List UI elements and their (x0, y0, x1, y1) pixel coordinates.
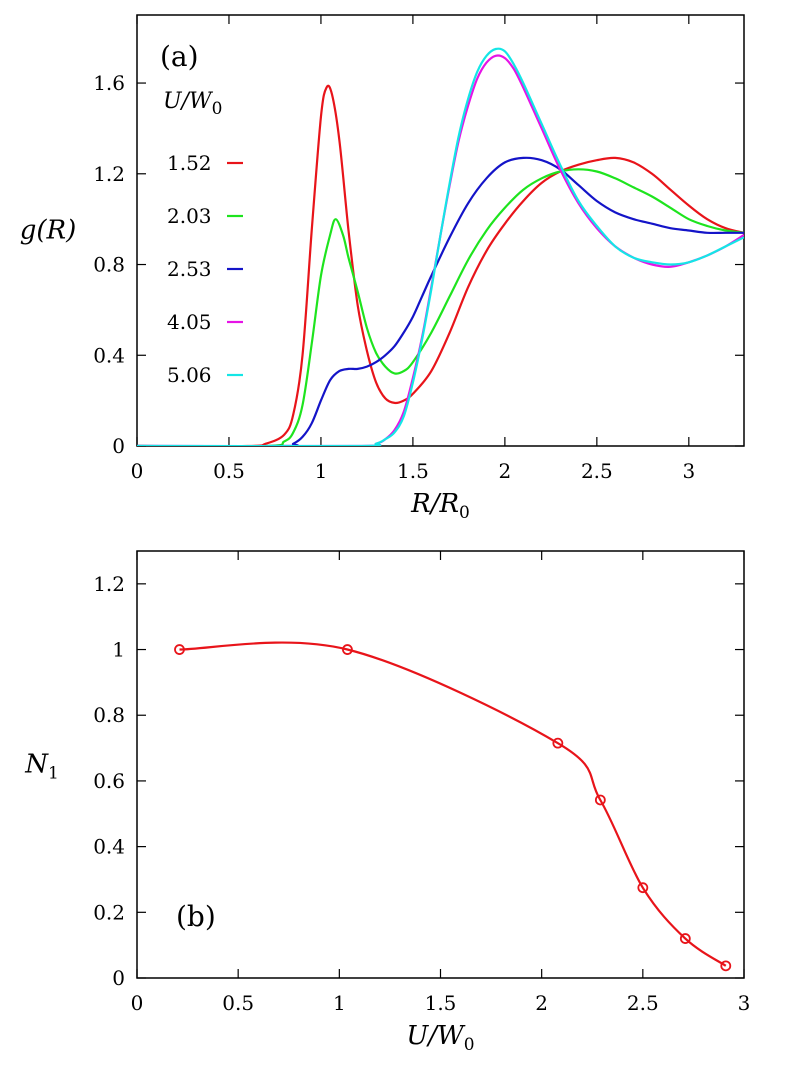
data-point (637, 882, 649, 894)
x-tick-label: 1.5 (425, 991, 457, 1015)
y-tick-label: 0.6 (93, 769, 125, 793)
y-tick-label: 0.2 (93, 900, 125, 924)
legend-title-main: U/W (163, 89, 214, 114)
y-tick-label: 0 (112, 966, 125, 990)
x-axis-label: R/R0 (410, 489, 470, 523)
panel-label: (b) (176, 900, 216, 933)
panel-a-chart: 0 0.5 1 1.5 2 2.5 300.40.81.21.6R/R0g(R)(a)U/W… (20, 14, 745, 523)
x-tick-label: 2 (535, 991, 548, 1015)
y-tick-label: 1.2 (93, 162, 125, 186)
y-axis-label: g(R) (20, 216, 77, 246)
x-axis-label-main: U/W (406, 1021, 466, 1051)
x-tick-label: 3 (682, 459, 695, 483)
legend-label: 2.03 (167, 204, 212, 228)
panel-label: (a) (160, 40, 199, 73)
series-line-2.03 (137, 168, 744, 446)
y-tick-label: 0.8 (93, 253, 125, 277)
x-tick-label: 0.5 (222, 991, 254, 1015)
series-line-N1 (179, 641, 727, 967)
x-tick-label: 1 (315, 459, 328, 483)
y-tick-label: 0.8 (93, 703, 125, 727)
y-tick-label: 1 (112, 638, 125, 662)
legend-label: 4.05 (167, 310, 212, 334)
legend-label: 1.52 (167, 151, 212, 175)
series-line-1.52 (137, 84, 744, 446)
x-axis-label-subscript: 0 (459, 503, 470, 523)
x-tick-label: 0.5 (213, 459, 245, 483)
x-tick-label: 2 (499, 459, 512, 483)
x-tick-label: 1 (333, 991, 346, 1015)
legend-label: 2.53 (167, 257, 212, 281)
data-point (594, 794, 606, 806)
legend-label: 5.06 (167, 363, 212, 387)
legend-title: U/W0 (163, 89, 222, 119)
data-point (679, 933, 691, 944)
legend-title-subscript: 0 (212, 99, 223, 119)
y-axis-label-main: N (24, 750, 49, 780)
plot-frame (136, 14, 745, 447)
y-axis-label: N1 (24, 750, 59, 784)
y-axis-label-main: g(R) (20, 216, 77, 246)
plot-frame (136, 550, 745, 979)
y-tick-label: 0.4 (93, 835, 125, 859)
y-tick-label: 0.4 (93, 343, 125, 367)
data-point (174, 644, 185, 655)
series-line-4.05 (137, 54, 744, 446)
x-tick-label: 2.5 (627, 991, 659, 1015)
data-point (342, 644, 353, 655)
x-tick-label: 0 (131, 991, 144, 1015)
x-tick-label: 1.5 (397, 459, 429, 483)
x-axis-label-main: R/R (410, 489, 459, 519)
x-tick-label: 3 (738, 991, 751, 1015)
x-tick-label: 2.5 (581, 459, 613, 483)
series-line-5.06 (137, 47, 744, 446)
data-point (552, 737, 564, 749)
x-axis-label: U/W0 (406, 1021, 474, 1055)
data-point (720, 960, 732, 972)
y-tick-label: 1.6 (93, 71, 125, 95)
x-tick-label: 0 (131, 459, 144, 483)
series-line-2.53 (137, 156, 744, 446)
y-axis-label-subscript: 1 (48, 764, 59, 784)
x-axis-label-subscript: 0 (464, 1035, 475, 1055)
y-tick-label: 0 (112, 434, 125, 458)
y-tick-label: 1.2 (93, 572, 125, 596)
